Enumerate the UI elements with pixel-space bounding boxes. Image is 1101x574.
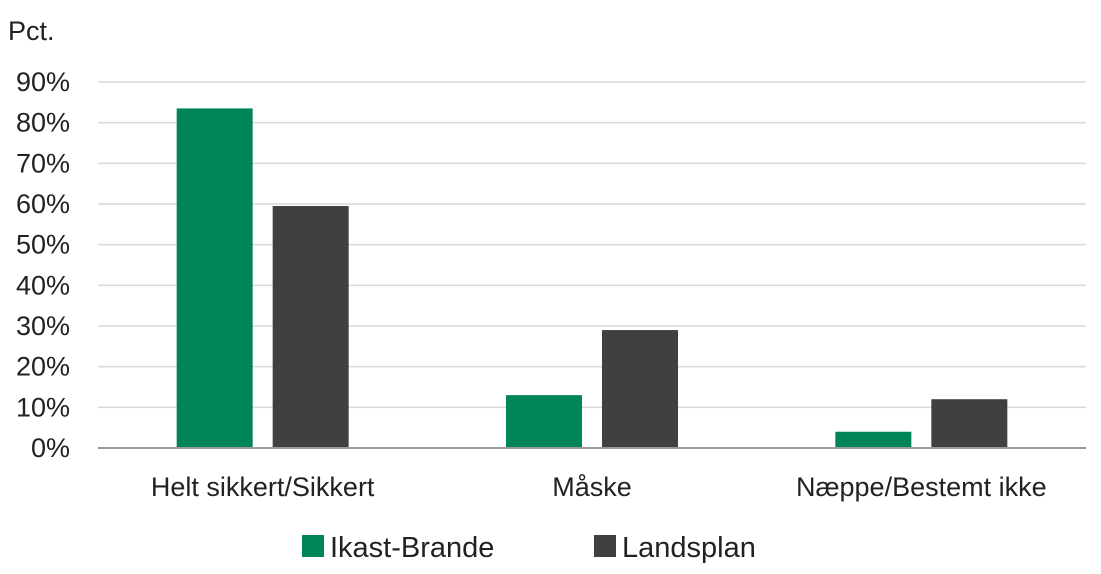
legend-label: Landsplan <box>622 532 756 564</box>
bar-ikast-brande <box>506 395 582 448</box>
legend-swatch <box>594 535 616 557</box>
legend-label: Ikast-Brande <box>330 532 494 564</box>
y-tick-label: 60% <box>16 189 70 219</box>
y-tick-label: 50% <box>16 230 70 260</box>
y-tick-label: 10% <box>16 392 70 422</box>
bar-landsplan <box>273 206 349 448</box>
y-tick-label: 0% <box>31 433 70 463</box>
x-category-label: Måske <box>552 472 632 502</box>
y-tick-label: 70% <box>16 148 70 178</box>
bar-ikast-brande <box>835 432 911 448</box>
y-axis-ticks: 0% 10% 20% 30% 40% 50% 60% 70% 80% 90% <box>16 67 70 463</box>
x-category-label: Næppe/Bestemt ikke <box>796 472 1047 502</box>
bar-landsplan <box>931 399 1007 448</box>
y-tick-label: 80% <box>16 108 70 138</box>
bars <box>177 108 1008 448</box>
bar-ikast-brande <box>177 108 253 448</box>
legend-swatch <box>302 535 324 557</box>
legend: Ikast-Brande Landsplan <box>302 532 756 564</box>
y-axis-unit-label: Pct. <box>8 16 55 46</box>
y-tick-label: 40% <box>16 270 70 300</box>
bar-landsplan <box>602 330 678 448</box>
x-category-label: Helt sikkert/Sikkert <box>151 472 375 502</box>
x-axis-categories: Helt sikkert/Sikkert Måske Næppe/Bestemt i… <box>151 472 1047 502</box>
y-tick-label: 20% <box>16 352 70 382</box>
y-tick-label: 90% <box>16 67 70 97</box>
y-tick-label: 30% <box>16 311 70 341</box>
